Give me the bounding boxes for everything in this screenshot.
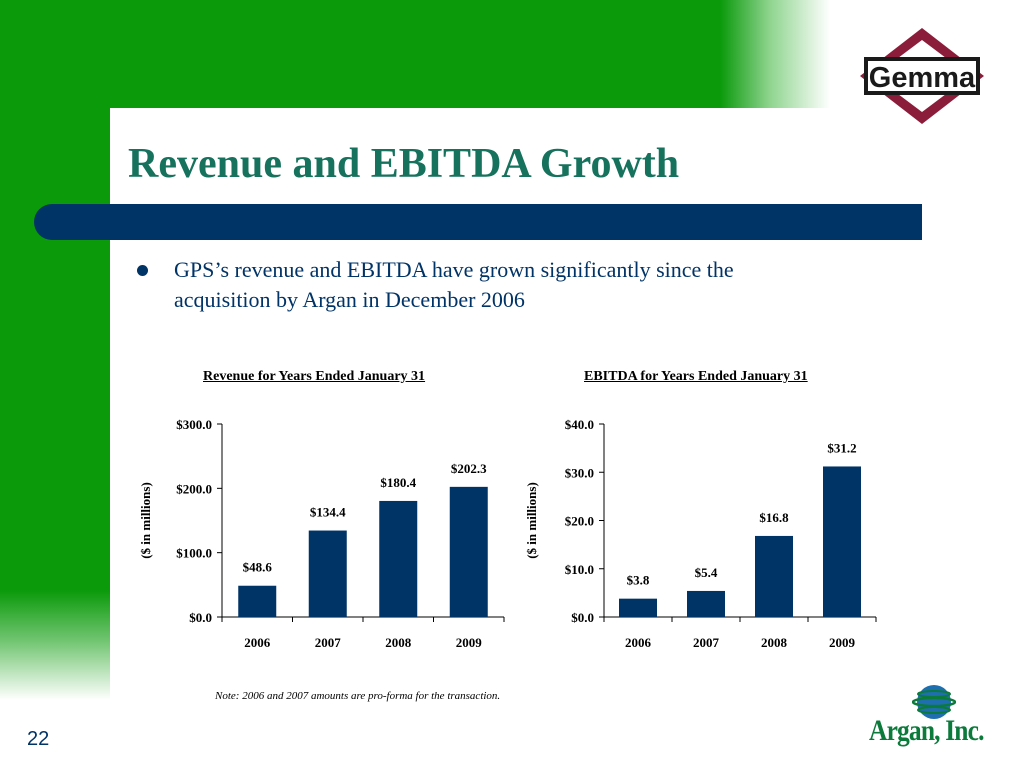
revenue-value-label: $180.4 [380, 475, 416, 490]
revenue-category-label: 2007 [315, 635, 342, 650]
ebitda-value-label: $31.2 [827, 440, 856, 455]
slide-title: Revenue and EBITDA Growth [128, 141, 680, 187]
ebitda-y-tick-label: $40.0 [565, 417, 594, 432]
ebitda-value-label: $16.8 [759, 510, 789, 525]
ebitda-category-label: 2006 [625, 635, 652, 650]
ebitda-category-label: 2009 [829, 635, 856, 650]
gemma-logo-text: Gemma [869, 62, 976, 94]
ebitda-y-tick-label: $20.0 [565, 514, 594, 529]
gemma-logo-icon: Gemma [860, 28, 984, 124]
green-left-band [0, 0, 110, 768]
revenue-category-label: 2006 [244, 635, 271, 650]
revenue-y-tick-label: $200.0 [176, 481, 212, 496]
revenue-bar [379, 500, 418, 617]
revenue-value-label: $202.3 [451, 461, 487, 476]
ebitda-category-label: 2007 [693, 635, 720, 650]
revenue-y-tick-label: $0.0 [189, 610, 212, 625]
ebitda-y-tick-label: $30.0 [565, 465, 594, 480]
revenue-bar [308, 530, 347, 617]
title-underline-bar [34, 204, 922, 240]
revenue-value-label: $134.4 [310, 505, 346, 520]
revenue-chart-title: Revenue for Years Ended January 31 [203, 369, 426, 384]
bullet-icon [137, 265, 148, 276]
ebitda-bar [619, 598, 657, 617]
revenue-value-label: $48.6 [243, 560, 273, 575]
revenue-y-tick-label: $100.0 [176, 546, 212, 561]
ebitda-category-label: 2008 [761, 635, 788, 650]
bullet-text: GPS’s revenue and EBITDA have grown sign… [174, 257, 734, 312]
ebitda-chart-title: EBITDA for Years Ended January 31 [584, 369, 808, 384]
revenue-y-axis-label: ($ in millions) [138, 482, 153, 559]
ebitda-bar [823, 466, 861, 617]
ebitda-y-tick-label: $0.0 [571, 610, 594, 625]
globe-icon [912, 685, 956, 719]
ebitda-y-tick-label: $10.0 [565, 562, 594, 577]
footnote: Note: 2006 and 2007 amounts are pro-form… [215, 690, 501, 702]
ebitda-bar [687, 590, 725, 617]
revenue-y-tick-label: $300.0 [176, 417, 212, 432]
revenue-bar [449, 486, 488, 617]
revenue-category-label: 2008 [385, 635, 412, 650]
page-number: 22 [27, 728, 50, 750]
revenue-category-label: 2009 [456, 635, 483, 650]
green-top-band [0, 0, 830, 108]
argan-logo-text: Argan, Inc. [869, 714, 984, 747]
ebitda-value-label: $3.8 [627, 573, 650, 588]
ebitda-value-label: $5.4 [695, 565, 718, 580]
ebitda-y-axis-label: ($ in millions) [524, 482, 539, 559]
revenue-bar [238, 585, 277, 617]
ebitda-bar [755, 535, 793, 617]
